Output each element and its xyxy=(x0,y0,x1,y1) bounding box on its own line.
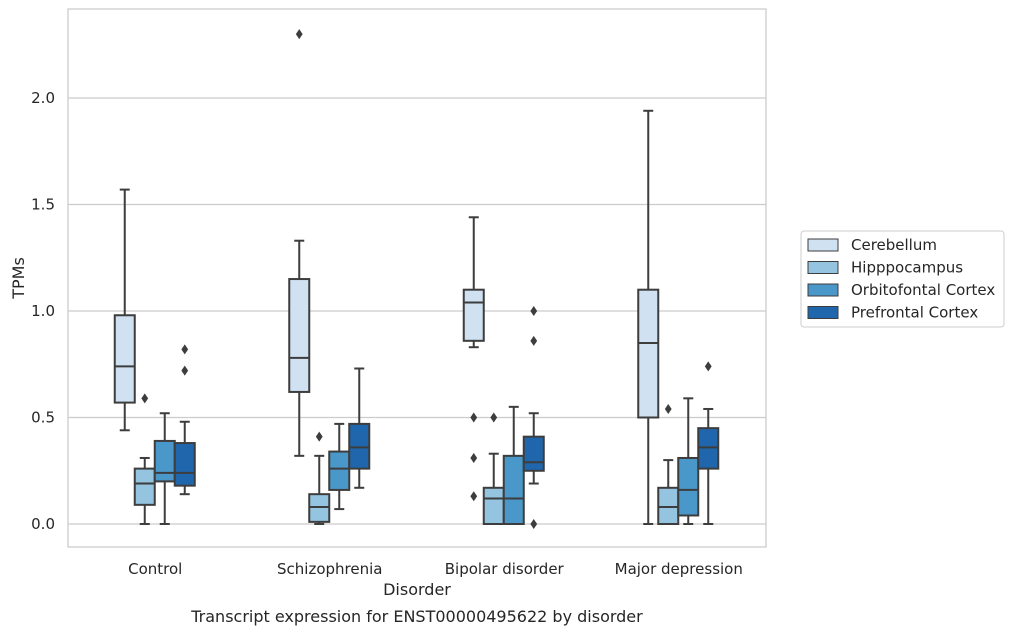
y-axis-title: TPMs xyxy=(9,257,28,300)
box-iqr xyxy=(133,467,156,506)
box-iqr xyxy=(697,427,720,470)
box-iqr xyxy=(173,442,196,487)
box-prefrontal-cortex xyxy=(173,344,196,496)
box-iqr xyxy=(522,435,545,472)
box-hipppocampus xyxy=(133,393,156,525)
x-tick-label: Major depression xyxy=(615,560,743,578)
legend-swatch xyxy=(807,283,839,297)
box-orbitofontal-cortex xyxy=(502,405,525,525)
y-axis-ticks: 0.0 0.5 1.0 1.5 2.0 xyxy=(31,89,55,533)
chart-caption: Transcript expression for ENST0000049562… xyxy=(190,607,643,626)
box-iqr xyxy=(348,422,371,470)
outlier-point xyxy=(704,361,712,372)
legend-label: Orbitofontal Cortex xyxy=(851,281,995,299)
legend-swatch xyxy=(807,238,839,252)
outlier-point xyxy=(141,393,149,404)
box-orbitofontal-cortex xyxy=(328,422,351,511)
legend-label: Prefrontal Cortex xyxy=(851,304,978,322)
box-cerebellum xyxy=(462,216,485,502)
box-cerebellum xyxy=(637,109,660,525)
legend-frame xyxy=(800,230,1005,328)
box-iqr xyxy=(637,288,660,419)
outlier-point xyxy=(295,29,303,40)
outlier-point xyxy=(490,412,498,423)
outlier-point xyxy=(181,344,189,355)
legend-swatch xyxy=(807,261,839,274)
box-prefrontal-cortex xyxy=(697,361,720,525)
x-tick-label: Control xyxy=(128,560,182,578)
outlier-point xyxy=(664,403,672,414)
legend: Cerebellum Hipppocampus Orbitofontal Corte… xyxy=(800,230,1005,328)
box-iqr xyxy=(113,314,136,404)
legend-label: Hipppocampus xyxy=(851,259,963,277)
y-tick-label: 1.5 xyxy=(31,196,55,214)
box-iqr xyxy=(482,486,505,526)
x-tick-label: Schizophrenia xyxy=(277,560,382,578)
box-iqr xyxy=(328,450,351,491)
y-tick-label: 0.5 xyxy=(31,409,55,427)
box-iqr xyxy=(308,493,331,523)
box-hipppocampus xyxy=(657,403,680,526)
legend-swatch xyxy=(807,306,839,319)
outlier-point xyxy=(530,519,538,529)
outlier-point xyxy=(315,431,323,442)
y-tick-label: 0.0 xyxy=(31,515,55,533)
legend-label: Cerebellum xyxy=(851,236,937,254)
box-cerebellum xyxy=(113,188,136,432)
box-iqr xyxy=(462,288,485,342)
box-cerebellum xyxy=(288,29,311,457)
box-prefrontal-cortex xyxy=(348,367,371,489)
box-orbitofontal-cortex xyxy=(153,412,176,525)
box-iqr xyxy=(502,454,525,525)
box-orbitofontal-cortex xyxy=(677,397,700,525)
box-iqr xyxy=(657,486,680,526)
box-hipppocampus xyxy=(308,431,331,525)
y-tick-label: 2.0 xyxy=(31,89,55,107)
x-tick-label: Bipolar disorder xyxy=(445,560,565,578)
outlier-point xyxy=(530,335,538,346)
box-prefrontal-cortex xyxy=(522,306,545,529)
box-iqr xyxy=(153,439,176,483)
outlier-point xyxy=(181,365,189,376)
outlier-point xyxy=(470,412,478,423)
box-hipppocampus xyxy=(482,412,505,526)
x-axis-title: Disorder xyxy=(383,580,451,599)
outlier-point xyxy=(530,306,538,316)
x-axis-ticks: Control Schizophrenia Bipolar disorder Majo… xyxy=(128,560,743,578)
plot-frame xyxy=(67,8,767,548)
outlier-point xyxy=(470,491,478,502)
box-iqr xyxy=(677,456,700,517)
box-plot-area xyxy=(113,29,720,529)
box-iqr xyxy=(288,278,311,393)
outlier-point xyxy=(470,452,478,463)
y-tick-label: 1.0 xyxy=(31,302,55,320)
